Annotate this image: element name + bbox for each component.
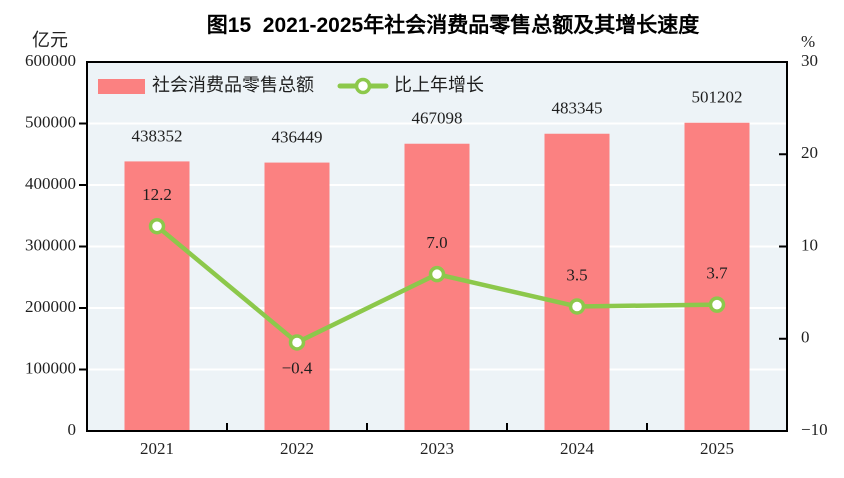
bar-value-label-2025: 501202: [692, 88, 743, 107]
left-tick-label-100000: 100000: [25, 358, 76, 377]
line-value-label-2023: 7.0: [426, 233, 447, 252]
line-value-label-2021: 12.2: [142, 185, 172, 204]
right-tick-label-30: 30: [801, 51, 818, 70]
x-tick-label-2021: 2021: [140, 439, 174, 458]
legend-bar-label: 社会消费品零售总额: [152, 75, 314, 95]
left-tick-label-600000: 600000: [25, 51, 76, 70]
right-tick-label--10: −10: [801, 420, 828, 439]
bar-value-label-2021: 438352: [132, 126, 183, 145]
legend-bar-swatch: [98, 79, 145, 94]
x-tick-label-2024: 2024: [560, 439, 595, 458]
bar-value-label-2022: 436449: [272, 127, 323, 146]
line-value-label-2022: −0.4: [282, 358, 313, 377]
left-tick-label-500000: 500000: [25, 112, 76, 131]
bar-2022: [264, 162, 330, 431]
left-axis-unit: 亿元: [32, 30, 68, 50]
x-tick-label-2023: 2023: [420, 439, 454, 458]
line-marker-2023: [428, 265, 446, 283]
bar-value-label-2023: 467098: [412, 109, 463, 128]
bar-2024: [544, 133, 610, 431]
left-tick-label-300000: 300000: [25, 235, 76, 254]
bar-2023: [404, 143, 470, 431]
line-marker-2021: [148, 217, 166, 235]
line-value-label-2024: 3.5: [566, 265, 587, 284]
bar-2021: [124, 161, 190, 431]
line-marker-2024: [568, 298, 586, 315]
bar-value-label-2024: 483345: [552, 99, 603, 118]
right-tick-label-10: 10: [801, 235, 818, 254]
x-tick-label-2025: 2025: [700, 439, 734, 458]
right-tick-label-20: 20: [801, 143, 818, 162]
left-tick-label-400000: 400000: [25, 174, 76, 193]
legend-line-marker: [354, 77, 372, 95]
x-tick-label-2022: 2022: [280, 439, 314, 458]
left-tick-label-0: 0: [68, 420, 77, 439]
line-marker-2022: [288, 334, 306, 351]
right-tick-label-0: 0: [801, 328, 810, 347]
chart-title: 图15 2021-2025年社会消费品零售总额及其增长速度: [206, 14, 700, 37]
line-value-label-2025: 3.7: [706, 264, 728, 283]
line-marker-2025: [708, 296, 726, 313]
bar-2025: [684, 122, 750, 431]
left-tick-label-200000: 200000: [25, 297, 76, 316]
legend-line-label: 比上年增长: [394, 75, 484, 95]
right-axis-unit: %: [801, 32, 816, 51]
